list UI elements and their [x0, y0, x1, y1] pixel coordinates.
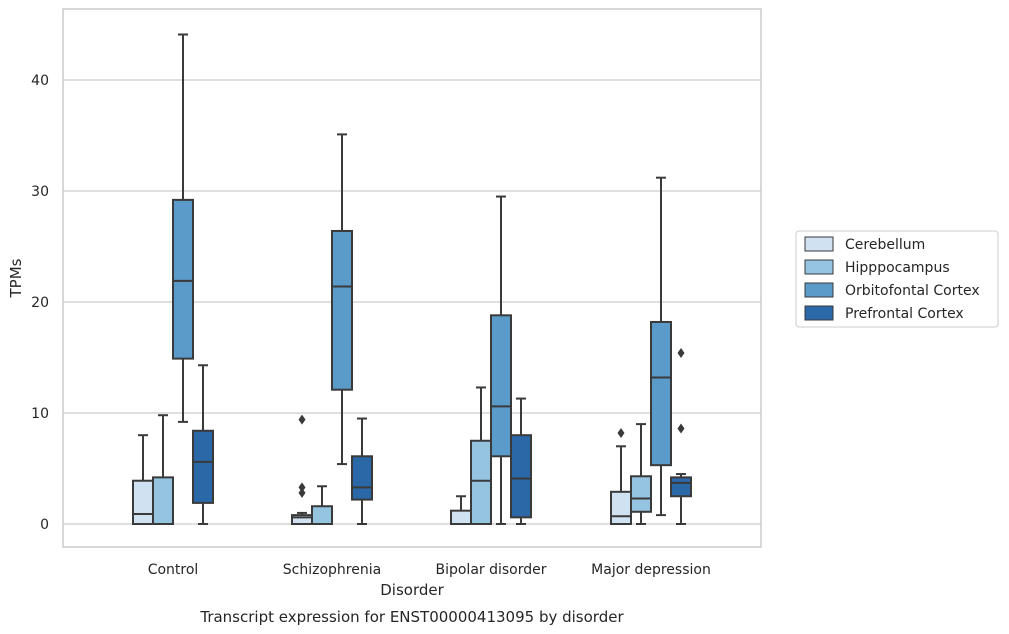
y-tick-label: 30 — [31, 184, 49, 200]
y-tick-label: 0 — [40, 517, 49, 533]
legend-swatch — [804, 282, 834, 298]
plot-frame — [62, 8, 762, 548]
y-tick-label: 10 — [31, 406, 49, 422]
x-axis-label: Disorder — [380, 581, 444, 599]
chart-caption: Transcript expression for ENST0000041309… — [199, 608, 624, 626]
legend-label: Prefrontal Cortex — [845, 306, 964, 322]
box-iqr — [351, 455, 373, 501]
boxes-layer — [132, 33, 692, 526]
box-iqr — [650, 320, 672, 467]
y-axis-label: TPMs — [7, 258, 25, 298]
legend-swatch — [804, 259, 834, 275]
box-orbitofontal-cortex-2 — [490, 195, 512, 525]
box-iqr — [610, 490, 632, 525]
y-ticks: 0 10 20 30 40 — [31, 73, 49, 533]
outlier-point — [677, 423, 685, 434]
x-tick-label: Schizophrenia — [283, 562, 381, 578]
outlier-point — [298, 482, 306, 493]
box-cerebellum-0 — [132, 434, 154, 525]
x-tick-label: Major depression — [591, 562, 711, 578]
legend-frame — [795, 230, 999, 328]
box-iqr — [132, 479, 154, 525]
legend-label: Hipppocampus — [845, 260, 950, 276]
legend: Cerebellum Hipppocampus Orbitofontal Corte… — [795, 230, 999, 328]
box-iqr — [152, 476, 174, 526]
outlier-point — [677, 348, 685, 359]
legend-swatch — [804, 236, 834, 252]
box-orbitofontal-cortex-1 — [331, 133, 353, 466]
box-iqr — [510, 434, 532, 519]
outlier-point — [298, 487, 306, 498]
box-hipppocampus-0 — [152, 414, 174, 526]
box-iqr — [331, 229, 353, 391]
legend-label: Orbitofontal Cortex — [845, 283, 980, 299]
box-cerebellum-2 — [450, 495, 472, 525]
outlier-point — [298, 414, 306, 425]
box-hipppocampus-3 — [630, 423, 652, 525]
x-tick-label: Bipolar disorder — [435, 562, 546, 578]
y-tick-label: 40 — [31, 73, 49, 89]
box-cerebellum-3 — [610, 427, 632, 525]
box-cerebellum-1 — [291, 414, 313, 525]
box-iqr — [630, 475, 652, 513]
box-hipppocampus-1 — [311, 485, 333, 525]
box-iqr — [311, 505, 333, 525]
box-iqr — [670, 476, 692, 498]
legend-swatch — [804, 305, 834, 321]
box-iqr — [172, 198, 194, 360]
legend-items: Cerebellum Hipppocampus Orbitofontal Corte… — [804, 236, 980, 322]
box-orbitofontal-cortex-0 — [172, 33, 194, 423]
box-prefrontal-cortex-1 — [351, 417, 373, 525]
box-iqr — [490, 314, 512, 458]
box-hipppocampus-2 — [470, 386, 492, 525]
box-iqr — [192, 429, 214, 504]
box-orbitofontal-cortex-3 — [650, 176, 672, 517]
box-prefrontal-cortex-3 — [670, 348, 692, 525]
outlier-point — [617, 427, 625, 438]
x-ticks: Control Schizophrenia Bipolar disorder Majo… — [148, 562, 711, 578]
x-tick-label: Control — [148, 562, 199, 578]
box-prefrontal-cortex-0 — [192, 364, 214, 525]
y-tick-label: 20 — [31, 295, 49, 311]
box-prefrontal-cortex-2 — [510, 397, 532, 525]
box-iqr — [450, 509, 472, 525]
legend-label: Cerebellum — [845, 237, 925, 253]
box-iqr — [470, 439, 492, 525]
